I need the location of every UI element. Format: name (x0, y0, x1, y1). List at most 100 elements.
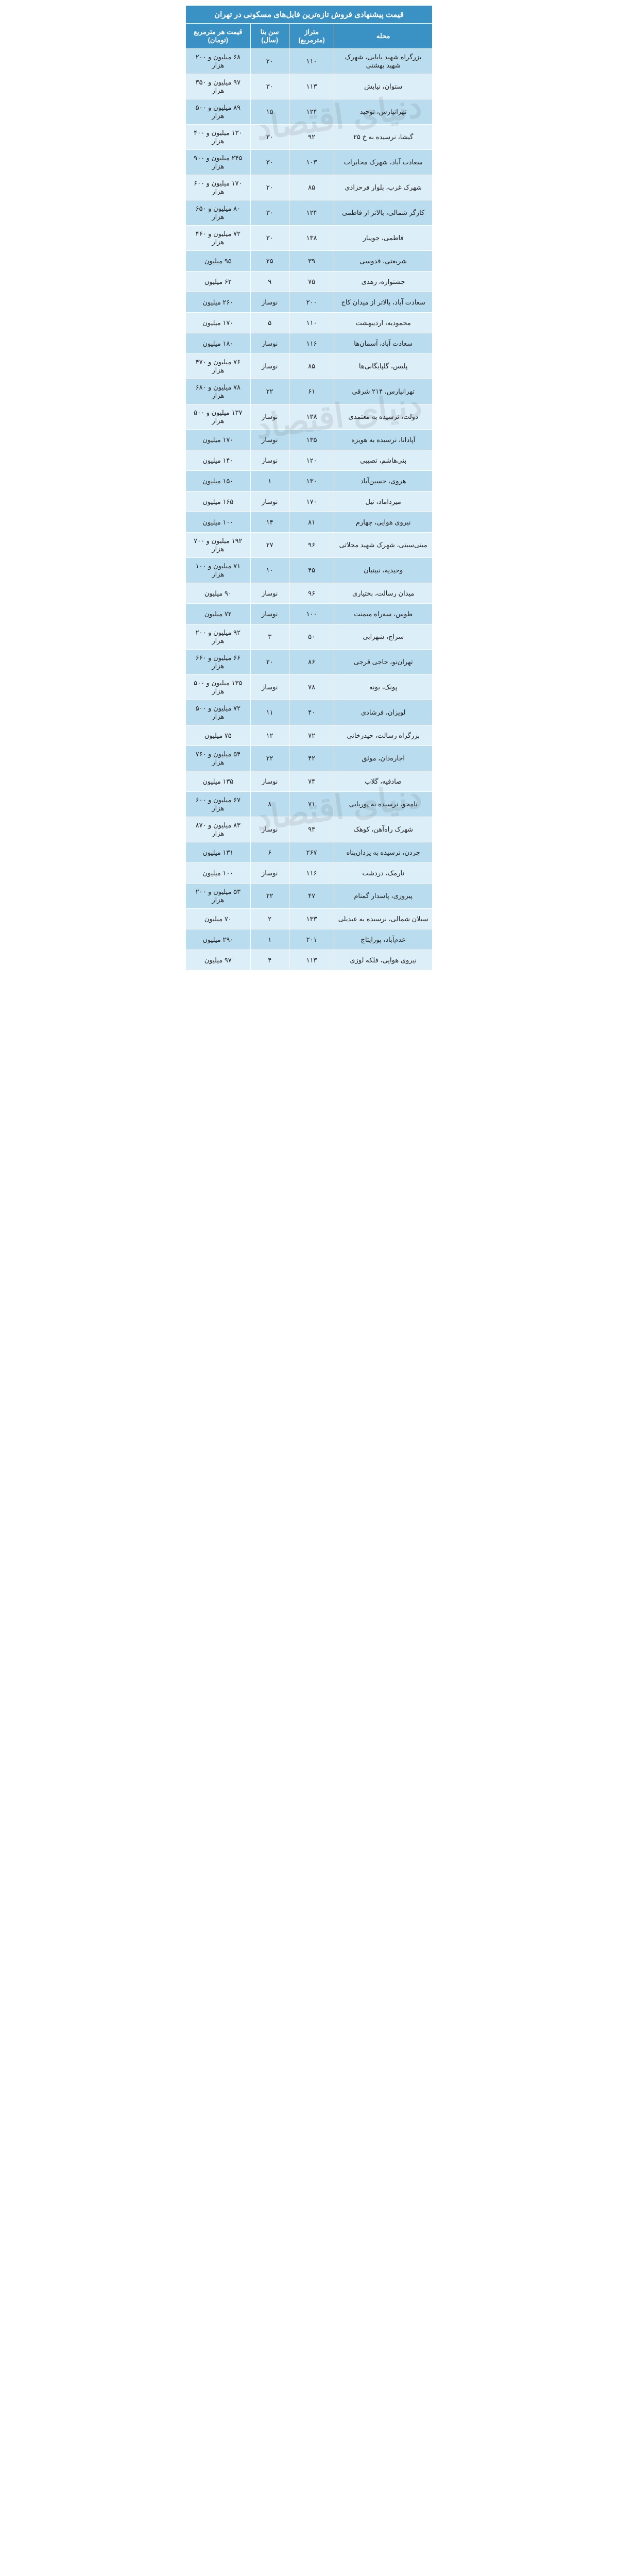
cell-district: ستوان، نیایش (334, 74, 433, 99)
table-row: سراج، شهرابی۵۰۳۹۲ میلیون و ۲۰۰ هزار (186, 624, 433, 650)
table-row: فاطمی، جویبار۱۳۸۳۰۷۲ میلیون و ۴۶۰ هزار (186, 226, 433, 251)
cell-district: سبلان شمالی، نرسیده به عبدیلی (334, 909, 433, 929)
cell-price: ۱۵۰ میلیون (186, 471, 251, 492)
table-body: بزرگراه شهید بابایی، شهرک شهید بهشتی۱۱۰۲… (186, 49, 433, 971)
cell-area: ۱۲۴ (289, 99, 334, 125)
cell-age: نوساز (250, 675, 289, 700)
cell-price: ۱۰۰ میلیون (186, 863, 251, 884)
cell-area: ۷۸ (289, 675, 334, 700)
cell-price: ۹۲ میلیون و ۲۰۰ هزار (186, 624, 251, 650)
table-row: لویزان، فرشادی۴۰۱۱۷۲ میلیون و ۵۰۰ هزار (186, 700, 433, 725)
table-row: شهرک غرب، بلوار فرحزادی۸۵۲۰۱۷۰ میلیون و … (186, 175, 433, 200)
cell-price: ۹۵ میلیون (186, 251, 251, 272)
cell-district: سعادت آباد، شهرک مخابرات (334, 150, 433, 175)
table-row: گیشا، نرسیده به خ ۲۵۹۲۳۰۱۳۰ میلیون و ۴۰۰… (186, 125, 433, 150)
cell-area: ۱۷۰ (289, 492, 334, 512)
table-row: مینی‌سیتی، شهرک شهید محلاتی۹۶۲۷۱۹۲ میلیو… (186, 533, 433, 558)
cell-area: ۱۱۳ (289, 950, 334, 971)
table-row: هروی، حسین‌آباد۱۳۰۱۱۵۰ میلیون (186, 471, 433, 492)
cell-age: نوساز (250, 430, 289, 450)
table-row: نامجو، نرسیده به پوریایی۷۱۸۶۷ میلیون و ۶… (186, 792, 433, 817)
cell-price: ۹۷ میلیون (186, 950, 251, 971)
cell-price: ۱۳۷ میلیون و ۵۰۰ هزار (186, 404, 251, 430)
cell-district: بزرگراه شهید بابایی، شهرک شهید بهشتی (334, 49, 433, 74)
table-row: تهرانپارس، ۲۱۴ شرقی۶۱۲۲۷۸ میلیون و ۶۸۰ ه… (186, 379, 433, 404)
cell-district: گیشا، نرسیده به خ ۲۵ (334, 125, 433, 150)
cell-price: ۶۶ میلیون و ۶۶۰ هزار (186, 650, 251, 675)
cell-area: ۴۵ (289, 558, 334, 583)
cell-age: ۲ (250, 909, 289, 929)
cell-district: فاطمی، جویبار (334, 226, 433, 251)
cell-age: ۱۰ (250, 558, 289, 583)
cell-price: ۷۸ میلیون و ۶۸۰ هزار (186, 379, 251, 404)
cell-area: ۲۰۰ (289, 292, 334, 313)
table-row: نیروی هوایی، چهارم۸۱۱۴۱۰۰ میلیون (186, 512, 433, 533)
cell-area: ۱۱۰ (289, 313, 334, 333)
cell-age: نوساز (250, 450, 289, 471)
table-row: عدم‌آباد، پوراپتاج۲۰۱۱۲۹۰ میلیون (186, 929, 433, 950)
cell-district: تهرانپارس، ۲۱۴ شرقی (334, 379, 433, 404)
price-table-container: دنیای اقتصاد دنیای اقتصاد دنیای اقتصاد ق… (185, 5, 433, 971)
cell-age: ۲۵ (250, 251, 289, 272)
cell-age: نوساز (250, 404, 289, 430)
cell-price: ۶۲ میلیون (186, 272, 251, 292)
cell-district: سعادت آباد، آسمان‌ها (334, 333, 433, 354)
cell-district: نامجو، نرسیده به پوریایی (334, 792, 433, 817)
cell-area: ۹۲ (289, 125, 334, 150)
cell-area: ۱۱۶ (289, 333, 334, 354)
cell-age: ۳۰ (250, 200, 289, 226)
cell-district: میدان رسالت، بختیاری (334, 583, 433, 604)
cell-district: میرداماد، نیل (334, 492, 433, 512)
header-row: محله متراژ (مترمربع) سن بنا (سال) قیمت ه… (186, 24, 433, 49)
cell-price: ۱۷۰ میلیون و ۶۰۰ هزار (186, 175, 251, 200)
cell-district: وحیدیه، نبیتیان (334, 558, 433, 583)
cell-age: ۲۰ (250, 49, 289, 74)
cell-age: نوساز (250, 771, 289, 792)
cell-area: ۵۰ (289, 624, 334, 650)
cell-district: نارمک، دردشت (334, 863, 433, 884)
cell-district: عدم‌آباد، پوراپتاج (334, 929, 433, 950)
table-row: دولت، نرسیده به معتمدی۱۲۸نوساز۱۳۷ میلیون… (186, 404, 433, 430)
table-row: سعادت آباد، آسمان‌ها۱۱۶نوساز۱۸۰ میلیون (186, 333, 433, 354)
cell-area: ۱۳۵ (289, 430, 334, 450)
cell-area: ۲۶۷ (289, 842, 334, 863)
cell-price: ۲۴۵ میلیون و ۹۰۰ هزار (186, 150, 251, 175)
cell-area: ۱۳۸ (289, 226, 334, 251)
cell-age: ۳ (250, 624, 289, 650)
cell-age: ۴ (250, 950, 289, 971)
cell-price: ۱۳۵ میلیون و ۵۰۰ هزار (186, 675, 251, 700)
cell-age: ۱ (250, 471, 289, 492)
cell-area: ۹۶ (289, 583, 334, 604)
cell-price: ۱۰۰ میلیون (186, 512, 251, 533)
cell-district: هروی، حسین‌آباد (334, 471, 433, 492)
cell-district: شریعتی، قدوسی (334, 251, 433, 272)
cell-age: ۳۰ (250, 74, 289, 99)
table-row: تهرانپارس، توحید۱۲۴۱۵۸۹ میلیون و ۵۰۰ هزا… (186, 99, 433, 125)
cell-area: ۴۰ (289, 700, 334, 725)
cell-price: ۱۳۰ میلیون و ۴۰۰ هزار (186, 125, 251, 150)
cell-area: ۱۳۰ (289, 471, 334, 492)
cell-district: محمودیه، اردیبهشت (334, 313, 433, 333)
cell-age: ۱۱ (250, 700, 289, 725)
cell-area: ۷۲ (289, 725, 334, 746)
cell-district: کارگر شمالی، بالاتر از فاطمی (334, 200, 433, 226)
cell-age: نوساز (250, 583, 289, 604)
table-row: تهران‌نو، حاجی قرجی۸۶۲۰۶۶ میلیون و ۶۶۰ ه… (186, 650, 433, 675)
cell-district: نیروی هوایی، چهارم (334, 512, 433, 533)
table-row: بنی‌هاشم، تصیبی۱۲۰نوساز۱۴۰ میلیون (186, 450, 433, 471)
title-row: قیمت پیشنهادی فروش تازه‌ترین فایل‌های مس… (186, 6, 433, 24)
cell-price: ۲۹۰ میلیون (186, 929, 251, 950)
cell-age: ۹ (250, 272, 289, 292)
cell-area: ۸۵ (289, 175, 334, 200)
cell-district: پیروزی، پاسدار گمنام (334, 884, 433, 909)
cell-district: طوس، سه‌راه میمنت (334, 604, 433, 624)
cell-area: ۳۹ (289, 251, 334, 272)
table-row: طوس، سه‌راه میمنت۱۰۰نوساز۷۲ میلیون (186, 604, 433, 624)
cell-area: ۸۶ (289, 650, 334, 675)
cell-area: ۱۰۳ (289, 150, 334, 175)
cell-district: جردن، نرسیده به یزدان‌پناه (334, 842, 433, 863)
cell-age: ۱۵ (250, 99, 289, 125)
cell-district: صادقیه، گلاب (334, 771, 433, 792)
cell-price: ۲۶۰ میلیون (186, 292, 251, 313)
cell-age: ۲۲ (250, 884, 289, 909)
